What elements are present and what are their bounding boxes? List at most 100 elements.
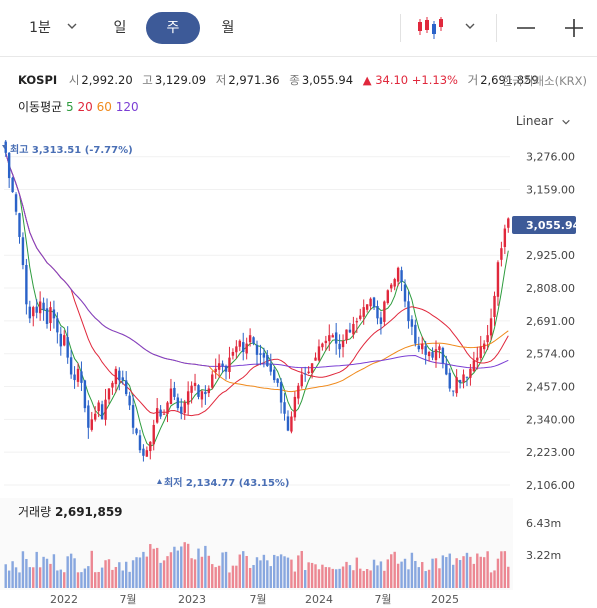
- volume-bar: [503, 551, 507, 588]
- candlestick-chart-icon[interactable]: [416, 13, 444, 41]
- change-value: ▲ 34.10: [362, 73, 409, 87]
- candle-body: [14, 194, 18, 212]
- candle-body: [231, 352, 235, 356]
- volume-bar: [173, 546, 176, 588]
- open-value: 2,992.20: [81, 73, 133, 87]
- candle-body: [124, 380, 128, 395]
- price-chart[interactable]: 3,276.00 3,159.00 2,925.00 2,808.00 2,691.00…: [0, 140, 597, 498]
- volume-bar: [403, 558, 407, 588]
- y-tick-label: 2,925.00: [526, 249, 575, 262]
- candle-body: [407, 301, 410, 322]
- candle-body: [348, 329, 352, 333]
- volume-bar: [482, 557, 486, 588]
- low-annotation: 최저 2,134.77 (43.15%): [164, 476, 290, 489]
- volume-bar: [321, 564, 324, 588]
- volume-bar: [273, 554, 276, 588]
- volume-bar: [393, 551, 396, 588]
- volume-chart[interactable]: 6.43m 3.22m: [0, 498, 597, 590]
- high-marker-icon: [2, 145, 7, 149]
- tab-monthly[interactable]: 월: [221, 20, 235, 36]
- toolbar-divider: [496, 14, 497, 42]
- candle-body: [414, 324, 417, 344]
- volume-bar: [76, 572, 80, 588]
- candle-body: [21, 237, 25, 266]
- interval-chevron-down-icon[interactable]: [66, 20, 78, 32]
- candle-body: [56, 318, 59, 333]
- tab-daily[interactable]: 일: [113, 20, 127, 36]
- volume-bar: [221, 552, 224, 588]
- zoom-in-icon[interactable]: [564, 18, 584, 38]
- candle-body: [386, 290, 390, 304]
- volume-bar: [118, 562, 121, 588]
- candle-body: [135, 428, 138, 434]
- candle-body: [238, 340, 241, 347]
- volume-bar: [379, 561, 383, 588]
- scale-chevron-down-icon[interactable]: [561, 117, 571, 127]
- volume-bar: [500, 551, 503, 588]
- x-tick-label: 2025: [431, 593, 459, 606]
- volume-bar: [25, 558, 28, 588]
- volume-bar: [63, 572, 66, 588]
- volume-bar: [169, 552, 173, 588]
- volume-bar: [493, 570, 496, 588]
- volume-bar: [14, 567, 18, 588]
- y-tick-label: 2,808.00: [526, 282, 575, 295]
- volume-bar: [259, 560, 262, 588]
- x-tick-label: 7월: [119, 593, 136, 606]
- volume-bar: [59, 569, 63, 588]
- scale-mode-selector[interactable]: Linear: [516, 114, 571, 128]
- candle-body: [145, 450, 149, 457]
- volume-bar: [135, 557, 138, 588]
- volume-bar: [107, 559, 111, 588]
- candle-body: [310, 363, 314, 373]
- candle-body: [458, 380, 462, 383]
- volume-bar: [235, 565, 238, 588]
- high-label: 고: [142, 73, 153, 87]
- toolbar-divider: [400, 14, 401, 42]
- candle-body: [496, 262, 500, 297]
- candle-body: [28, 306, 32, 319]
- candle-body: [293, 396, 297, 418]
- candle-body: [482, 343, 486, 350]
- volume-bar: [97, 571, 100, 588]
- volume-bar: [56, 570, 59, 588]
- candle-body: [410, 319, 414, 327]
- chart-type-chevron-down-icon[interactable]: [464, 20, 476, 32]
- candle-body: [155, 408, 159, 423]
- candle-body: [507, 218, 510, 228]
- volume-bar: [28, 567, 32, 588]
- ma-5-line: [5, 152, 509, 447]
- interval-selector[interactable]: 1분: [29, 20, 51, 36]
- toolbar-separator: [0, 56, 597, 57]
- zoom-out-icon[interactable]: [516, 18, 536, 38]
- candle-body: [52, 309, 56, 319]
- candle-body: [169, 388, 173, 404]
- candle-body: [118, 370, 121, 381]
- volume-bar: [303, 570, 307, 588]
- candle-body: [417, 345, 420, 350]
- candle-body: [493, 295, 496, 318]
- volume-bar: [345, 561, 348, 588]
- ma-5-label: 5: [66, 100, 74, 114]
- volume-bar: [90, 550, 93, 588]
- volume-bar: [341, 566, 345, 588]
- candle-body: [66, 337, 69, 358]
- candle-body: [273, 369, 276, 381]
- candle-body: [166, 402, 169, 414]
- tab-weekly[interactable]: 주: [146, 12, 200, 44]
- candle-body: [355, 321, 359, 323]
- candle-body: [18, 213, 21, 237]
- low-value: 2,971.36: [228, 73, 280, 87]
- volume-bar: [469, 556, 472, 588]
- candle-body: [217, 363, 221, 370]
- candle-body: [245, 343, 248, 354]
- candle-body: [286, 416, 290, 431]
- volume-bar: [486, 551, 489, 588]
- candle-body: [469, 368, 472, 378]
- volume-bar: [142, 551, 145, 588]
- candle-body: [214, 368, 217, 372]
- candle-body: [341, 340, 345, 348]
- candle-body: [365, 304, 369, 310]
- candle-body: [204, 391, 207, 395]
- x-axis: 2022 7월 2023 7월 2024 7월 2025: [50, 593, 459, 606]
